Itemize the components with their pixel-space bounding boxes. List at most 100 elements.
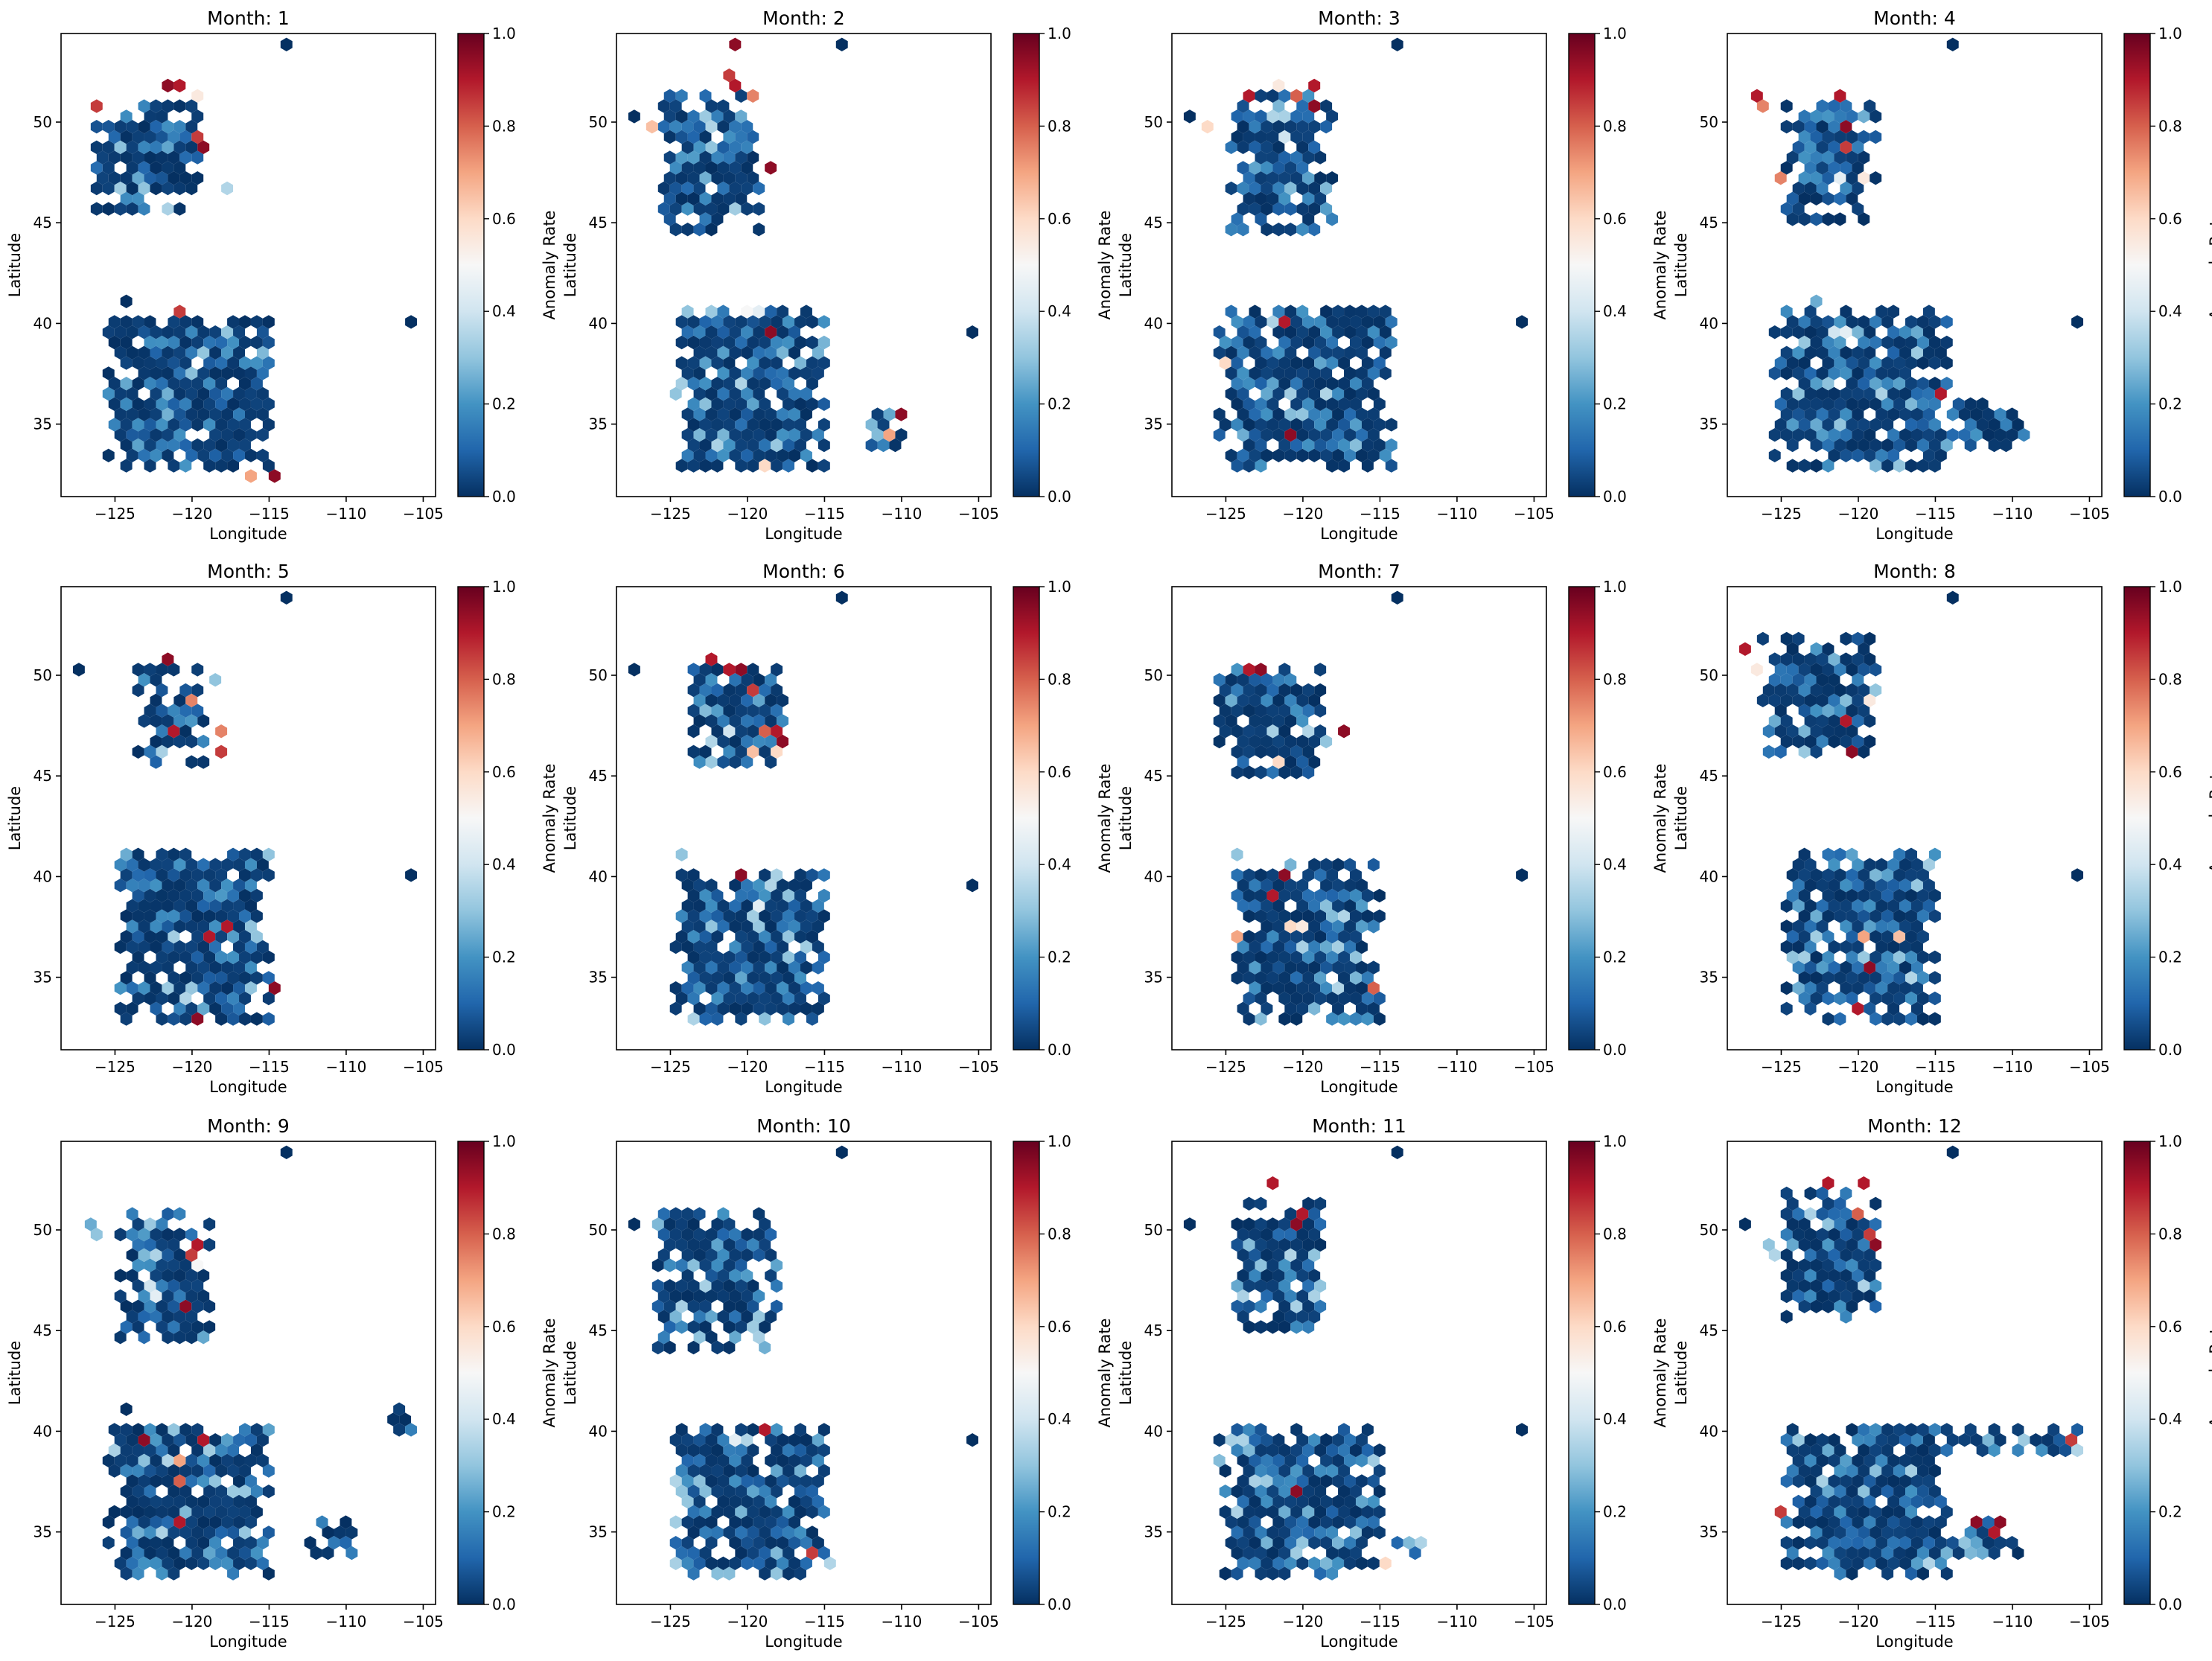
hex-cell — [711, 888, 724, 903]
hex-cell — [1320, 202, 1333, 216]
hex-cell — [1852, 693, 1864, 707]
hex-cell — [729, 693, 742, 707]
hex-cell — [132, 745, 144, 759]
hex-cell — [1792, 1269, 1805, 1283]
hex-cell — [1834, 909, 1846, 923]
hex-cell — [1864, 1001, 1876, 1016]
hex-cell — [669, 1001, 682, 1016]
x-tick-label: −115 — [804, 1058, 845, 1076]
hex-cell — [1852, 631, 1864, 646]
hex-cell — [179, 909, 192, 923]
hex-cell — [1260, 386, 1273, 401]
hex-cell — [1308, 1494, 1321, 1509]
hex-cell — [1881, 971, 1894, 985]
colorbar-tick-label: 0.4 — [2158, 302, 2182, 320]
hex-cell — [1804, 1289, 1817, 1304]
hex-cell — [729, 78, 742, 93]
hex-cell — [1822, 1525, 1835, 1540]
hex-cell — [705, 428, 718, 442]
hex-cell — [1828, 673, 1840, 687]
hex-cell — [168, 1505, 180, 1519]
y-axis-label: Latitude — [561, 786, 579, 850]
hex-cell — [1373, 438, 1386, 453]
hex-cell — [765, 940, 777, 954]
hex-cell — [173, 1228, 186, 1242]
hex-cell — [705, 673, 718, 687]
hex-cell — [1391, 1145, 1403, 1159]
hex-cell — [185, 919, 198, 934]
hex-cell — [681, 120, 694, 134]
hex-cell — [1290, 1525, 1303, 1540]
hex-cell — [1780, 652, 1793, 666]
hex-cell — [197, 1330, 210, 1345]
hex-cell — [699, 950, 712, 964]
hex-cell — [132, 1299, 144, 1313]
hex-cell — [1308, 858, 1321, 872]
hex-cell — [1249, 960, 1261, 975]
hex-cell — [144, 377, 156, 391]
hex-cell — [717, 1556, 730, 1570]
hex-cell — [203, 356, 216, 370]
hex-cell — [1231, 1443, 1243, 1458]
hex-cell — [185, 1248, 198, 1262]
hex-cell — [871, 428, 884, 442]
hex-cell — [723, 130, 736, 144]
hex-cell — [800, 1453, 812, 1467]
hex-cell — [1231, 663, 1243, 677]
hex-cell — [1332, 960, 1345, 975]
hex-cell — [1846, 1237, 1858, 1252]
hex-cell — [800, 1556, 812, 1570]
hex-cell — [717, 386, 730, 401]
hex-cell — [723, 191, 736, 205]
hex-cell — [753, 1289, 765, 1304]
hex-cell — [1302, 1320, 1315, 1334]
hex-cell — [1266, 130, 1279, 144]
hex-cell — [197, 714, 210, 728]
hex-cell — [1350, 397, 1362, 411]
hex-cell — [1828, 428, 1840, 442]
hex-cell — [1828, 940, 1840, 954]
hex-cell — [765, 1433, 777, 1447]
hex-cell — [675, 191, 688, 205]
hex-cell — [120, 418, 133, 432]
hex-cell — [1870, 1505, 1882, 1519]
hex-cell — [1385, 335, 1397, 350]
hex-cell — [1922, 1494, 1935, 1509]
hex-cell — [1278, 888, 1291, 903]
hex-cell — [753, 1330, 765, 1345]
hex-cell — [120, 1505, 133, 1519]
hex-cell — [765, 960, 777, 975]
hex-cell — [783, 971, 795, 985]
hex-cell — [1834, 847, 1846, 861]
hex-cell — [1852, 858, 1864, 872]
hex-cell — [723, 1340, 736, 1355]
hex-cell — [681, 879, 694, 893]
hex-cell — [1231, 1566, 1243, 1581]
hex-cell — [203, 991, 216, 1006]
colorbar-tick-label: 0.0 — [492, 1595, 516, 1613]
hex-cell — [1887, 960, 1900, 975]
colorbar-tick-label: 0.6 — [492, 210, 516, 228]
hex-cell — [783, 991, 795, 1006]
hex-cell — [262, 418, 275, 432]
y-axis-label: Latitude — [6, 1341, 24, 1405]
hex-cell — [168, 356, 180, 370]
hex-cell — [705, 345, 718, 360]
hex-cell — [1828, 366, 1840, 380]
hex-cell — [741, 1494, 753, 1509]
hex-cell — [221, 1433, 234, 1447]
y-tick-label: 35 — [1144, 969, 1163, 986]
hex-cell — [1314, 868, 1327, 882]
hex-cell — [747, 704, 759, 718]
hex-cell — [1834, 438, 1846, 453]
hex-cell — [1870, 1217, 1882, 1231]
hex-cell — [1870, 1012, 1882, 1026]
hex-cell — [788, 1515, 800, 1529]
hex-cell — [1870, 683, 1882, 698]
hex-cell — [765, 1310, 777, 1324]
hex-cell — [1864, 899, 1876, 913]
hex-cell — [132, 1485, 144, 1499]
hex-cell — [966, 879, 979, 893]
